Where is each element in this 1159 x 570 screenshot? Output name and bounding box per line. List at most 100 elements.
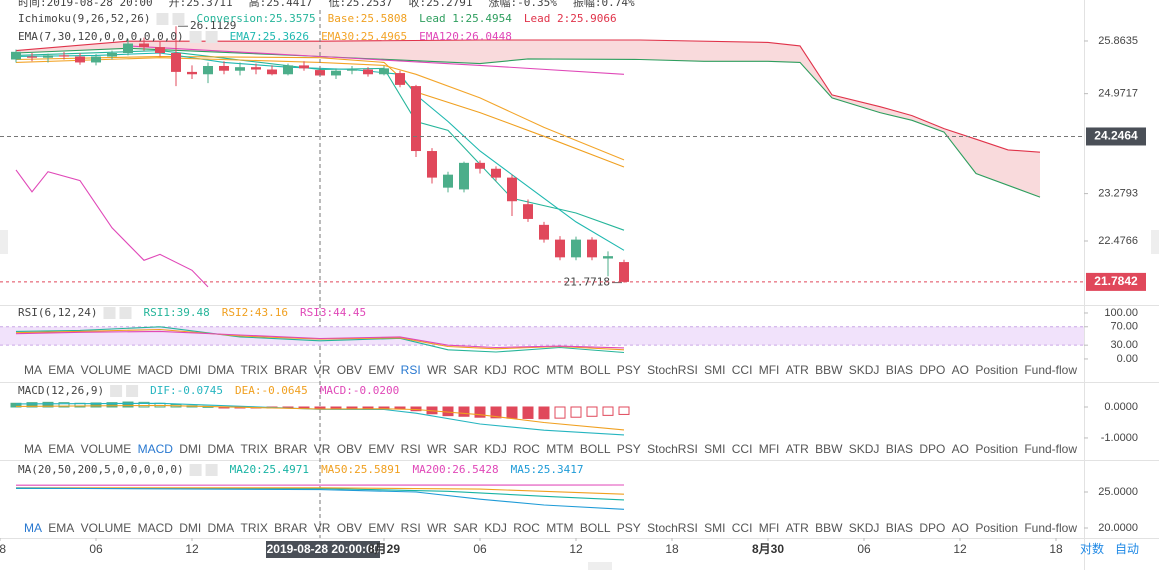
indicator-tab[interactable]: BOLL [580, 363, 611, 377]
close-icon[interactable] [205, 31, 218, 43]
indicator-tab[interactable]: DMI [179, 363, 201, 377]
indicator-tab[interactable]: VR [314, 363, 331, 377]
indicator-tab[interactable]: OBV [337, 521, 362, 535]
settings-icon[interactable] [156, 13, 169, 25]
close-icon[interactable] [172, 13, 185, 25]
indicator-tab[interactable]: BRAR [274, 363, 308, 377]
indicator-tab[interactable]: OBV [337, 442, 362, 456]
indicator-tab[interactable]: SMI [704, 521, 725, 535]
scroll-bottom[interactable] [588, 562, 612, 570]
indicator-tab[interactable]: BIAS [886, 363, 913, 377]
indicator-tab[interactable]: MACD [138, 442, 174, 456]
indicator-tab[interactable]: BOLL [580, 442, 611, 456]
indicator-tab[interactable]: DMA [208, 363, 235, 377]
indicator-tab[interactable]: VR [314, 521, 331, 535]
indicator-tab[interactable]: SKDJ [849, 521, 880, 535]
indicator-tab[interactable]: MA [24, 521, 42, 535]
indicator-tab[interactable]: BRAR [274, 521, 308, 535]
indicator-tab[interactable]: BOLL [580, 521, 611, 535]
settings-icon[interactable] [110, 385, 123, 397]
indicator-tab[interactable]: DPO [919, 521, 945, 535]
settings-icon[interactable] [189, 464, 202, 476]
indicator-tab[interactable]: WR [427, 363, 447, 377]
indicator-tab[interactable]: BIAS [886, 442, 913, 456]
indicator-tab[interactable]: MA [24, 442, 42, 456]
indicator-tab[interactable]: ROC [513, 363, 540, 377]
indicator-tab[interactable]: VOLUME [81, 521, 132, 535]
indicator-tab[interactable]: TRIX [240, 521, 267, 535]
indicator-tab[interactable]: WR [427, 442, 447, 456]
close-icon[interactable] [205, 464, 218, 476]
indicator-tab[interactable]: MFI [759, 442, 780, 456]
indicator-tab[interactable]: EMA [48, 521, 74, 535]
indicator-tab[interactable]: Position [975, 442, 1018, 456]
indicator-tab[interactable]: BBW [815, 442, 843, 456]
indicator-tab[interactable]: EMA [48, 363, 74, 377]
indicator-tab[interactable]: CCI [732, 521, 753, 535]
auto-toggle[interactable]: 自动 [1115, 542, 1139, 556]
indicator-tab[interactable]: ATR [786, 363, 809, 377]
indicator-tab[interactable]: PSY [617, 442, 641, 456]
indicator-tab[interactable]: WR [427, 521, 447, 535]
indicator-tab[interactable]: Fund-flow [1024, 363, 1077, 377]
log-toggle[interactable]: 对数 [1080, 541, 1104, 556]
indicator-tab[interactable]: StochRSI [647, 521, 698, 535]
scroll-right[interactable] [1151, 230, 1159, 254]
indicator-tab[interactable]: DMI [179, 442, 201, 456]
indicator-tab[interactable]: StochRSI [647, 363, 698, 377]
indicator-tab[interactable]: SAR [453, 363, 478, 377]
settings-icon[interactable] [189, 31, 202, 43]
indicator-tab[interactable]: ROC [513, 521, 540, 535]
indicator-tab[interactable]: CCI [732, 442, 753, 456]
indicator-tab[interactable]: Position [975, 521, 1018, 535]
indicator-tab[interactable]: TRIX [240, 363, 267, 377]
indicator-tab[interactable]: SKDJ [849, 363, 880, 377]
indicator-tab[interactable]: BBW [815, 521, 843, 535]
indicator-tab[interactable]: MTM [546, 363, 573, 377]
indicator-tab[interactable]: KDJ [484, 521, 507, 535]
indicator-tab[interactable]: ATR [786, 521, 809, 535]
close-icon[interactable] [119, 307, 132, 319]
indicator-tab[interactable]: AO [952, 521, 969, 535]
indicator-tab[interactable]: KDJ [484, 442, 507, 456]
indicator-tab[interactable]: TRIX [240, 442, 267, 456]
indicator-tab[interactable]: VR [314, 442, 331, 456]
indicator-tab[interactable]: OBV [337, 363, 362, 377]
indicator-tab[interactable]: BRAR [274, 442, 308, 456]
indicator-tab[interactable]: Fund-flow [1024, 442, 1077, 456]
indicator-tab[interactable]: AO [952, 442, 969, 456]
indicator-tab[interactable]: SAR [453, 521, 478, 535]
indicator-tab[interactable]: PSY [617, 521, 641, 535]
indicator-tab[interactable]: Position [975, 363, 1018, 377]
indicator-tab[interactable]: EMV [368, 442, 394, 456]
indicator-tab[interactable]: Fund-flow [1024, 521, 1077, 535]
close-icon[interactable] [126, 385, 139, 397]
indicator-tab[interactable]: MFI [759, 521, 780, 535]
indicator-tab[interactable]: RSI [401, 521, 421, 535]
indicator-tab[interactable]: DPO [919, 363, 945, 377]
indicator-tab[interactable]: CCI [732, 363, 753, 377]
indicator-tab[interactable]: MACD [138, 363, 174, 377]
indicator-tab[interactable]: DMI [179, 521, 201, 535]
indicator-tab[interactable]: MTM [546, 521, 573, 535]
scroll-left[interactable] [0, 230, 8, 254]
indicator-tab[interactable]: VOLUME [81, 442, 132, 456]
indicator-tab[interactable]: RSI [401, 442, 421, 456]
indicator-tab[interactable]: KDJ [484, 363, 507, 377]
indicator-tab[interactable]: EMV [368, 521, 394, 535]
indicator-tab[interactable]: MACD [138, 521, 174, 535]
indicator-tab[interactable]: ROC [513, 442, 540, 456]
indicator-tab[interactable]: SKDJ [849, 442, 880, 456]
indicator-tab[interactable]: SMI [704, 363, 725, 377]
indicator-tab[interactable]: SMI [704, 442, 725, 456]
indicator-tab[interactable]: RSI [401, 363, 421, 377]
indicator-tab[interactable]: AO [952, 363, 969, 377]
indicator-tab[interactable]: StochRSI [647, 442, 698, 456]
indicator-tab[interactable]: DMA [208, 442, 235, 456]
indicator-tab[interactable]: ATR [786, 442, 809, 456]
indicator-tab[interactable]: SAR [453, 442, 478, 456]
settings-icon[interactable] [103, 307, 116, 319]
indicator-tab[interactable]: BBW [815, 363, 843, 377]
indicator-tab[interactable]: EMA [48, 442, 74, 456]
indicator-tab[interactable]: MTM [546, 442, 573, 456]
